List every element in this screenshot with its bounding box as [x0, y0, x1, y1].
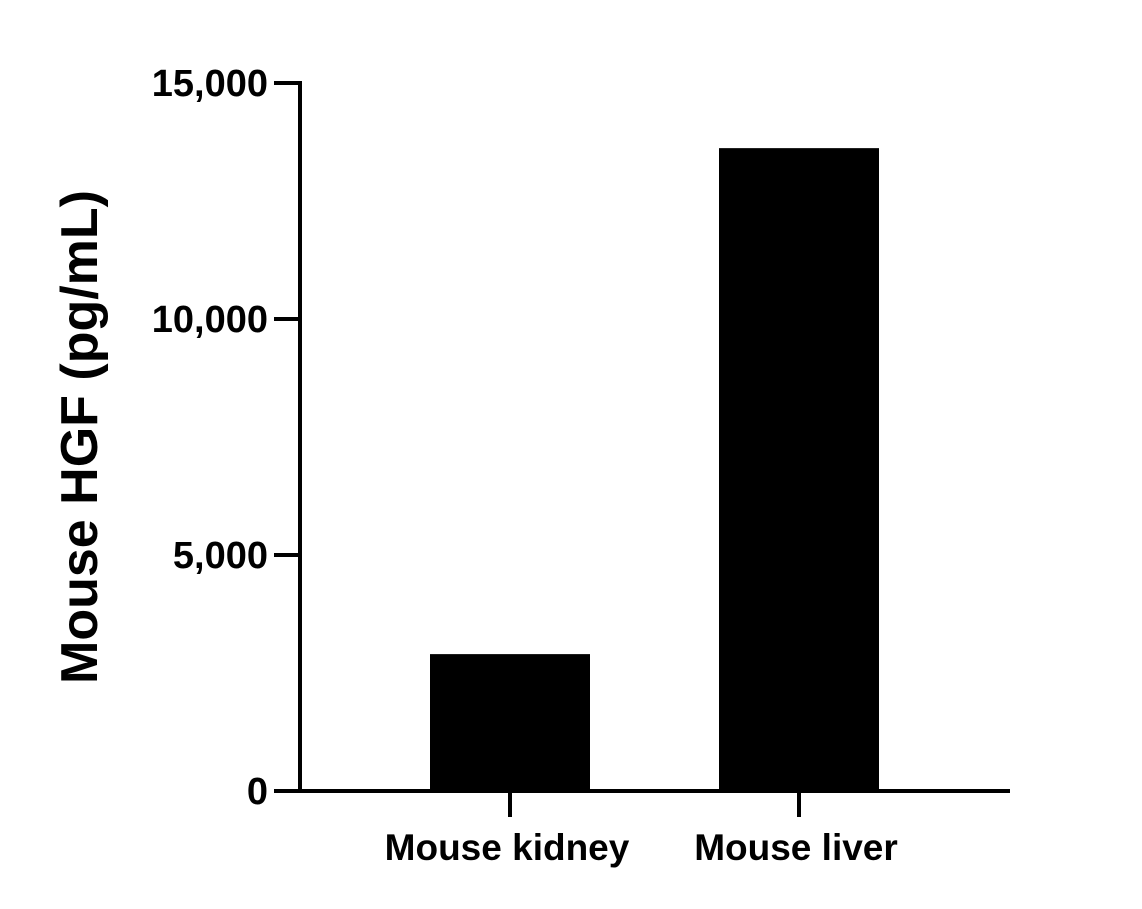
y-tick-label: 15,000 [152, 63, 268, 105]
y-axis: 0 5,000 10,000 15,000 [152, 63, 302, 813]
y-tick-label: 0 [247, 771, 268, 813]
y-tick-label: 10,000 [152, 299, 268, 341]
x-category-label: Mouse kidney [385, 827, 630, 868]
x-axis: Mouse kidney Mouse liver [274, 789, 1010, 868]
bar-mouse-liver [719, 148, 879, 792]
bars [430, 148, 879, 792]
x-category-label: Mouse liver [694, 827, 898, 868]
y-axis-title: Mouse HGF (pg/mL) [51, 190, 109, 684]
y-tick-label: 5,000 [173, 535, 268, 577]
bar-mouse-kidney [430, 654, 590, 791]
